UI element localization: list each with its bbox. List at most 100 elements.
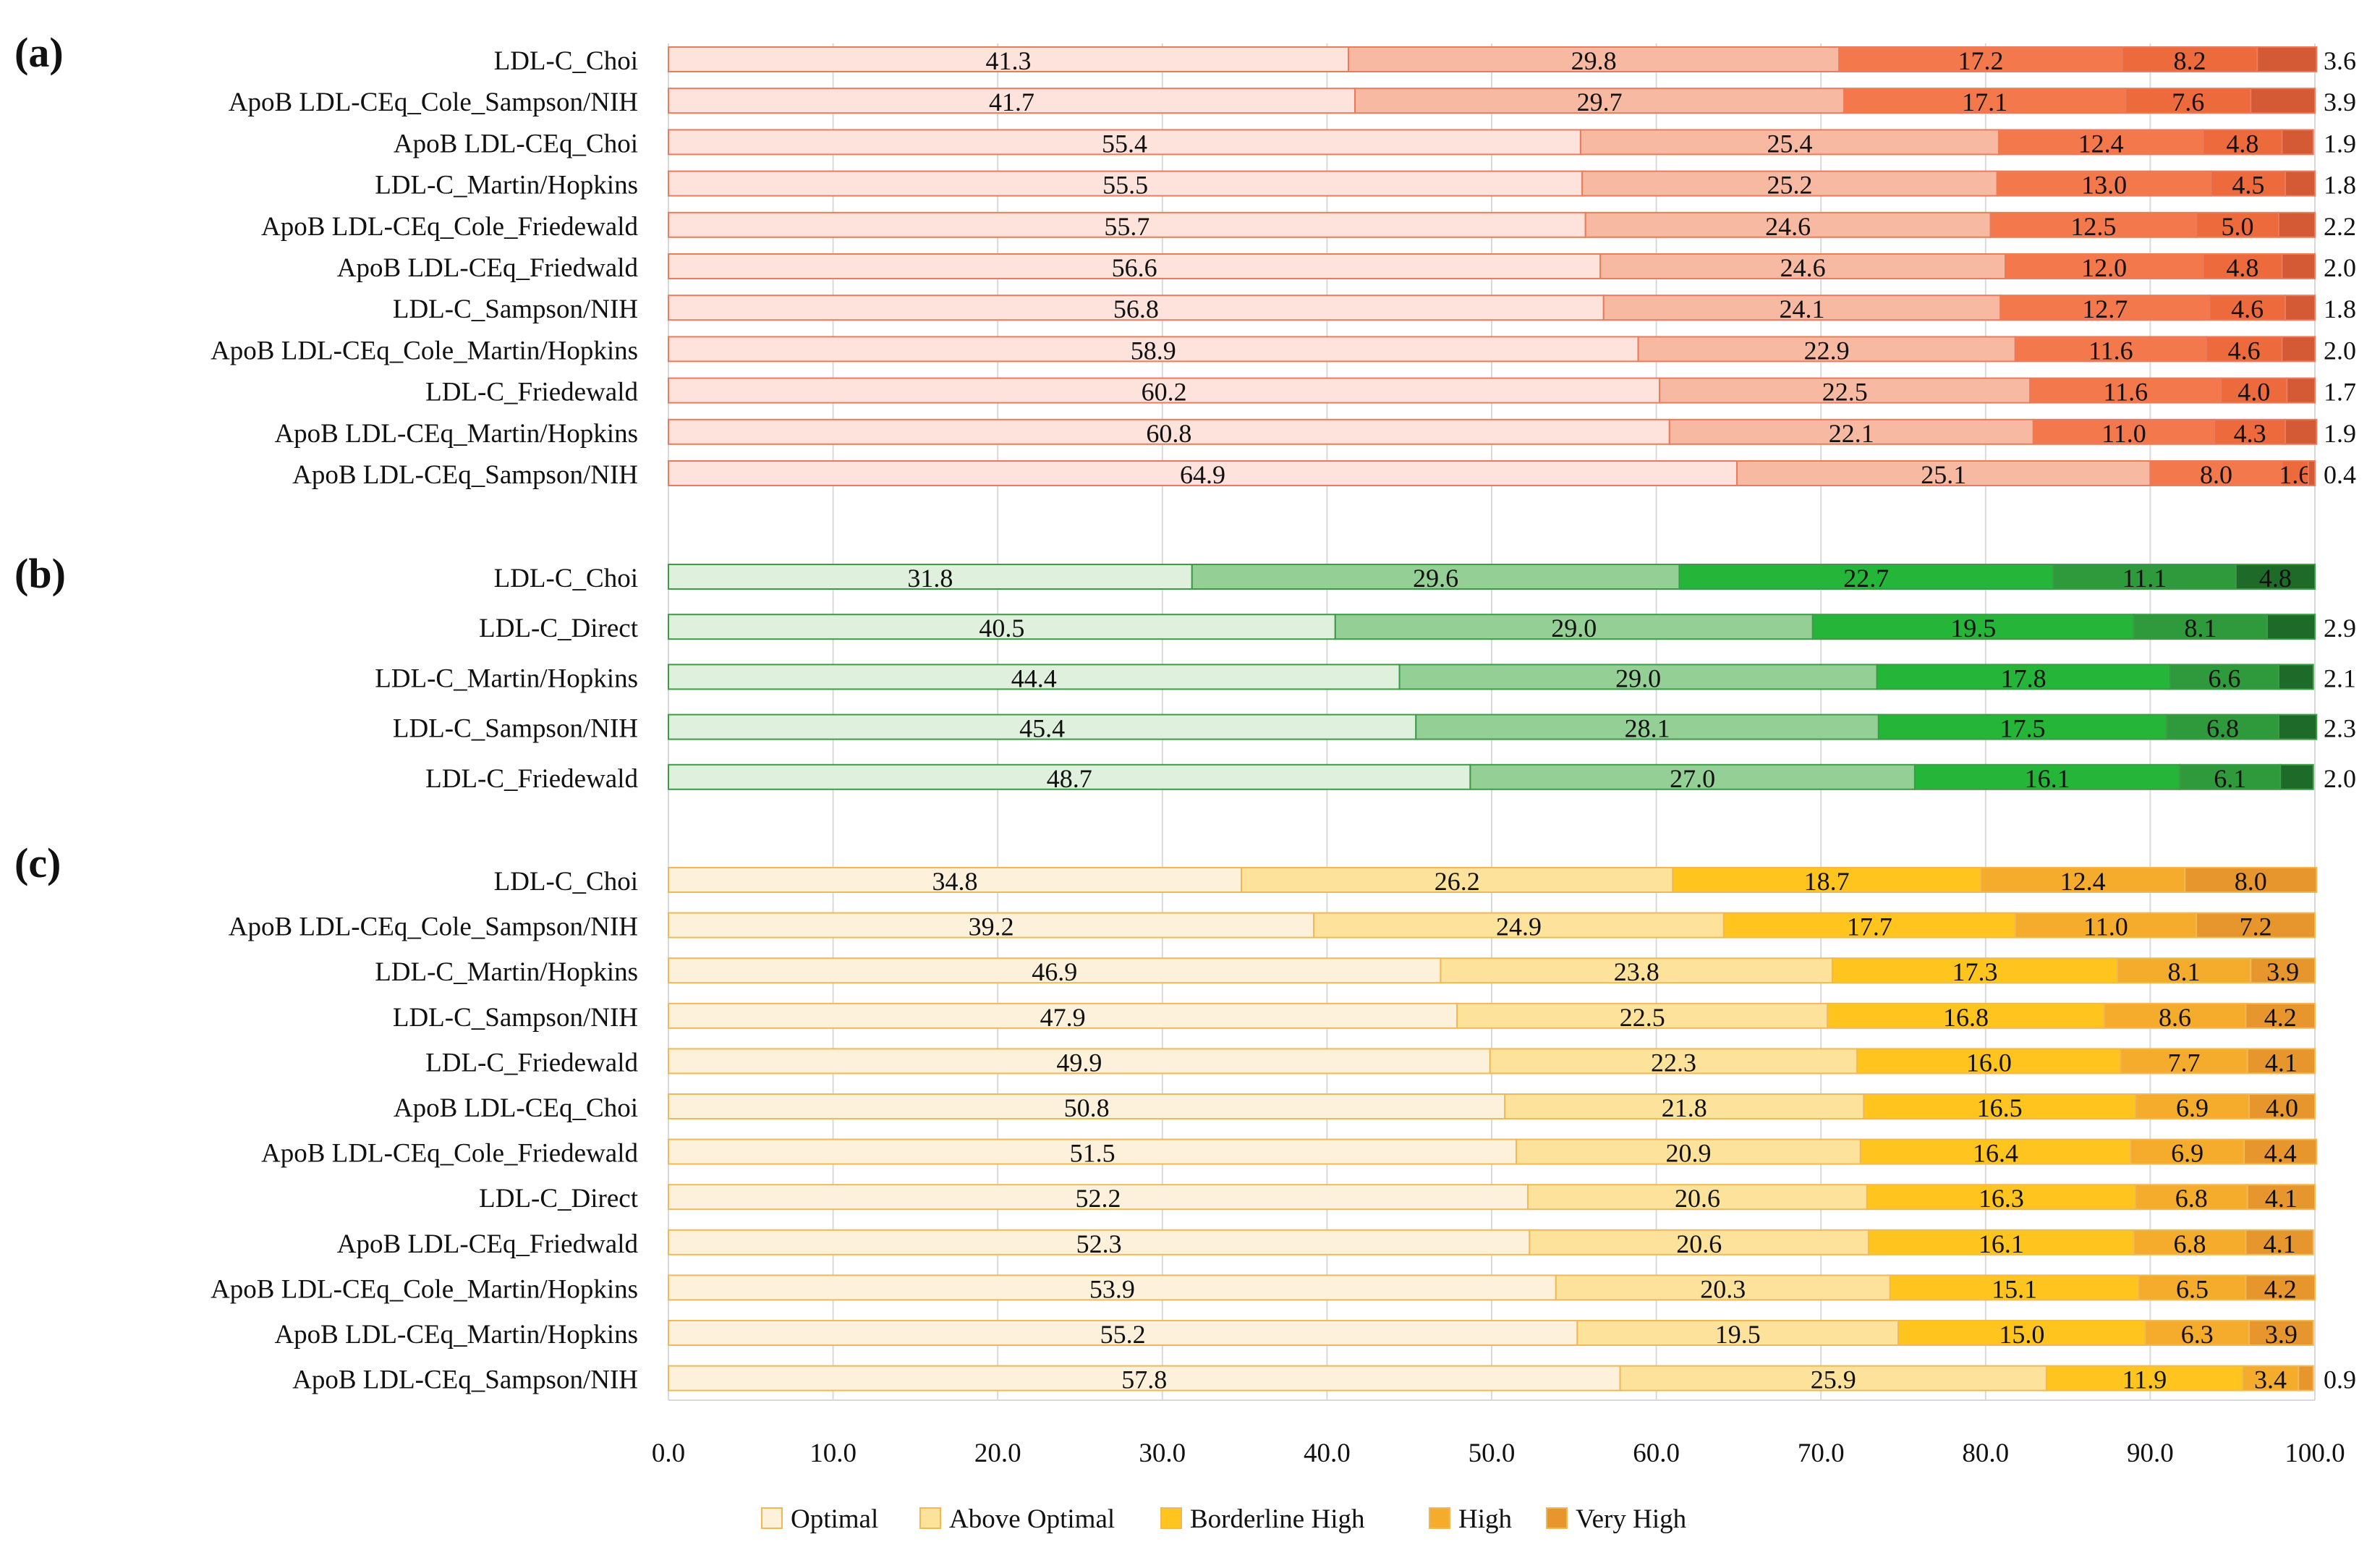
bar-segment-above-optimal <box>1555 1274 1891 1301</box>
data-label: 60.8 <box>1146 419 1191 448</box>
data-label: 31.8 <box>907 564 953 593</box>
bar-segment-optimal <box>668 912 1315 939</box>
data-label: 51.5 <box>1070 1139 1115 1168</box>
category-label: ApoB LDL-CEq_Cole_Sampson/NIH <box>229 912 638 942</box>
data-label: 56.6 <box>1112 253 1157 282</box>
bar-segment-high <box>2133 1229 2247 1255</box>
data-label: 7.6 <box>2172 88 2204 117</box>
category-label: LDL-C_Friedewald <box>425 1048 638 1077</box>
data-label: 6.8 <box>2175 1184 2208 1213</box>
data-label: 52.2 <box>1076 1184 1121 1213</box>
panel-c: (c) LDL-C_Choi 34.8 26.2 18.7 12.4 8.0 ApoB LDL… <box>14 839 2356 1395</box>
data-label: 28.1 <box>1625 714 1670 743</box>
x-tick-label: 90.0 <box>2127 1439 2174 1468</box>
data-label: 8.6 <box>2159 1003 2191 1032</box>
data-label: 16.5 <box>1977 1093 2023 1122</box>
data-label: 4.3 <box>2234 419 2266 448</box>
data-label: 6.8 <box>2206 714 2239 743</box>
bar-segment-optimal <box>668 336 1639 363</box>
data-label: 5.0 <box>2222 212 2254 241</box>
data-label: 24.9 <box>1496 912 1542 941</box>
data-label: 25.4 <box>1767 129 1812 158</box>
x-tick-label: 40.0 <box>1304 1439 1351 1468</box>
category-label: LDL-C_Friedewald <box>425 764 638 794</box>
bar-segment-high <box>2103 1002 2247 1029</box>
data-label: 16.8 <box>1943 1003 1989 1032</box>
bar-segment-above-optimal <box>1584 211 1992 238</box>
data-label: 2.0 <box>2324 253 2356 282</box>
bar-segment-very-high <box>2250 88 2316 114</box>
bar-segment-very-high <box>2184 867 2318 893</box>
data-label: 11.0 <box>2101 419 2146 448</box>
data-label: 3.4 <box>2254 1365 2287 1394</box>
data-label: 8.0 <box>2235 867 2267 896</box>
bar-segment-high <box>2121 46 2258 72</box>
data-label: 8.0 <box>2200 460 2232 489</box>
data-label: 6.5 <box>2176 1274 2209 1303</box>
data-label: 11.6 <box>2103 378 2148 407</box>
bar-segment-very-high <box>2243 1138 2318 1165</box>
data-label: 4.5 <box>2232 171 2264 200</box>
data-label: 55.4 <box>1102 129 1147 158</box>
data-label: 45.4 <box>1019 714 1065 743</box>
data-label: 21.8 <box>1662 1093 1707 1122</box>
data-label: 24.6 <box>1765 212 1811 241</box>
bar-segment-borderline-high <box>2005 253 2204 279</box>
bar-segment-very-high <box>2285 295 2316 321</box>
category-label: LDL-C_Direct <box>479 1184 639 1213</box>
data-label: 16.1 <box>1979 1229 2024 1258</box>
bar-segment-borderline-high <box>2029 377 2222 404</box>
bar-segment-borderline-high <box>1866 1184 2136 1211</box>
data-label: 24.6 <box>1780 253 1826 282</box>
legend-swatch-borderline-high <box>1160 1507 1182 1529</box>
data-label: 26.2 <box>1435 867 1480 896</box>
bar-segment-above-optimal <box>1602 295 2002 321</box>
data-label: 27.0 <box>1670 764 1715 793</box>
bar-segment-high <box>2014 912 2198 939</box>
bar-segment-optimal <box>668 46 1349 72</box>
data-label: 6.8 <box>2174 1229 2206 1258</box>
bar-segment-high <box>2281 460 2309 486</box>
bar-segment-very-high <box>2279 763 2314 790</box>
category-label: ApoB LDL-CEq_Cole_Friedewald <box>261 212 638 242</box>
data-label: 12.5 <box>2070 212 2116 241</box>
data-label: 60.2 <box>1142 378 1187 407</box>
bar-segment-optimal <box>668 763 1471 790</box>
data-label: 2.0 <box>2324 336 2356 365</box>
category-label: LDL-C_Martin/Hopkins <box>375 664 638 693</box>
data-label: 7.2 <box>2240 912 2272 941</box>
data-label: 11.1 <box>2122 564 2167 593</box>
panel-b: (b) LDL-C_Choi 31.8 29.6 22.7 11.1 4.8 LDL-C_Di… <box>14 550 2356 794</box>
bar-segment-borderline-high <box>1832 957 2118 984</box>
data-label: 29.8 <box>1571 46 1617 75</box>
bar-segment-above-optimal <box>1668 418 2034 445</box>
data-label: 4.2 <box>2264 1274 2297 1303</box>
bar-segment-above-optimal <box>1736 460 2151 486</box>
data-label: 34.8 <box>932 867 978 896</box>
data-label: 3.9 <box>2324 88 2356 117</box>
data-label: 22.3 <box>1651 1048 1696 1077</box>
data-label: 52.3 <box>1076 1229 1122 1258</box>
data-label: 4.1 <box>2264 1229 2296 1258</box>
data-label: 3.6 <box>2324 46 2356 75</box>
data-label: 4.0 <box>2266 1093 2298 1122</box>
category-label: LDL-C_Choi <box>494 867 638 897</box>
bar-segment-very-high <box>2277 664 2314 690</box>
data-label: 46.9 <box>1032 957 1077 986</box>
data-label: 48.7 <box>1047 764 1092 793</box>
legend-swatch-very-high <box>1546 1507 1568 1529</box>
data-label: 22.1 <box>1829 419 1874 448</box>
bar-segment-above-optimal <box>1241 867 1674 893</box>
data-label: 17.2 <box>1958 46 2003 75</box>
data-label: 2.9 <box>2324 614 2356 643</box>
category-label: ApoB LDL-CEq_Martin/Hopkins <box>274 1320 638 1350</box>
data-label: 3.9 <box>2266 957 2299 986</box>
data-label: 0.4 <box>2324 460 2356 489</box>
bar-segment-optimal <box>668 1274 1557 1301</box>
data-label: 16.0 <box>1966 1048 2012 1077</box>
data-label: 17.8 <box>2001 664 2047 692</box>
data-label: 17.3 <box>1952 957 1998 986</box>
legend-swatch-optimal <box>761 1507 783 1529</box>
data-label: 11.9 <box>2122 1365 2167 1394</box>
